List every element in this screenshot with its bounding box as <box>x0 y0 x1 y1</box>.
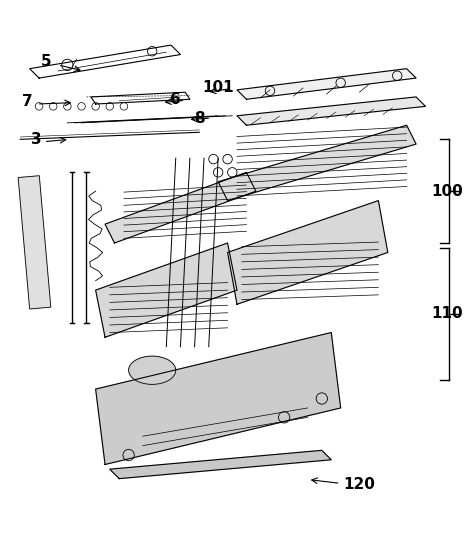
Text: 7: 7 <box>22 94 33 109</box>
Polygon shape <box>105 172 256 243</box>
Text: 5: 5 <box>41 54 52 69</box>
Bar <box>18 176 51 309</box>
Text: 100: 100 <box>431 184 463 199</box>
Bar <box>18 176 51 309</box>
Polygon shape <box>96 243 237 337</box>
Polygon shape <box>237 97 426 125</box>
Text: 6: 6 <box>170 92 181 107</box>
Polygon shape <box>237 68 416 99</box>
Text: 8: 8 <box>194 110 205 126</box>
Text: 101: 101 <box>202 80 234 95</box>
Ellipse shape <box>128 356 176 384</box>
Polygon shape <box>96 332 341 464</box>
Polygon shape <box>228 200 388 304</box>
Text: 110: 110 <box>431 306 463 321</box>
Polygon shape <box>110 450 331 479</box>
Text: 120: 120 <box>344 477 375 492</box>
Polygon shape <box>218 125 416 200</box>
Text: 3: 3 <box>31 132 42 147</box>
